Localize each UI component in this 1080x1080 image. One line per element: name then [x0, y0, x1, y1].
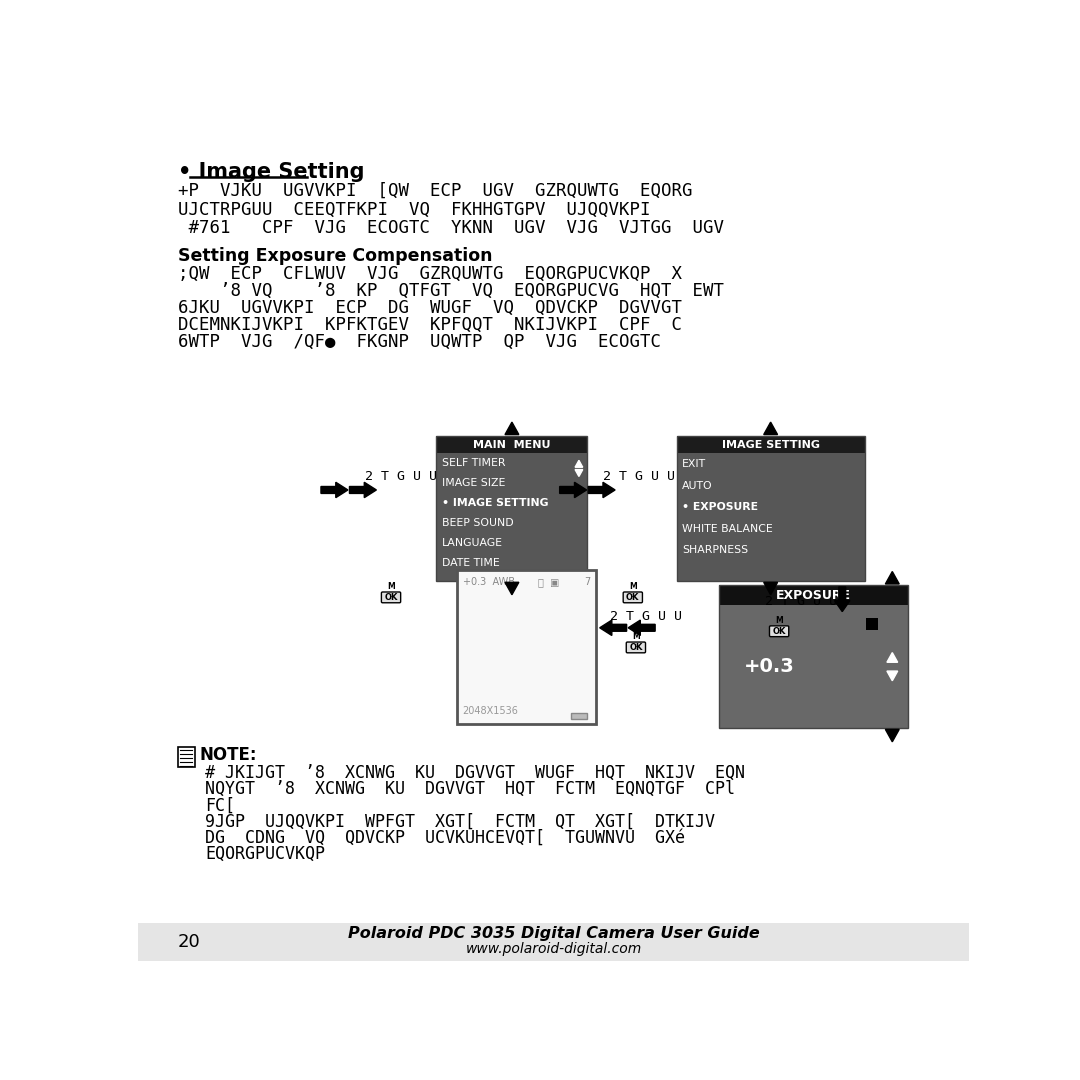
- Text: • EXPOSURE: • EXPOSURE: [683, 502, 758, 512]
- Text: ’8 VQ    ’8  KP  QTFGT  VQ  EQORGPUCVG  HQT  EWT: ’8 VQ ’8 KP QTFGT VQ EQORGPUCVG HQT EWT: [178, 282, 724, 300]
- Polygon shape: [835, 588, 850, 611]
- Polygon shape: [887, 652, 897, 662]
- Text: 20: 20: [178, 933, 201, 951]
- Bar: [571, 713, 586, 719]
- Text: OK: OK: [626, 593, 639, 602]
- Bar: [436, 436, 588, 581]
- Text: #761   CPF  VJG  ECOGTC  YKNN  UGV  VJG  VJTGG  UGV: #761 CPF VJG ECOGTC YKNN UGV VJG VJTGG U…: [178, 219, 724, 237]
- Text: Polaroid PDC 3035 Digital Camera User Guide: Polaroid PDC 3035 Digital Camera User Gu…: [348, 926, 759, 941]
- Text: • IMAGE SETTING: • IMAGE SETTING: [442, 498, 549, 508]
- Text: EXIT: EXIT: [683, 459, 706, 469]
- Polygon shape: [575, 470, 583, 476]
- Bar: [866, 618, 878, 630]
- Text: 2 T G U U: 2 T G U U: [603, 470, 675, 483]
- Text: NOTE:: NOTE:: [200, 745, 257, 764]
- Text: FC[: FC[: [205, 796, 235, 814]
- Text: OK: OK: [772, 626, 786, 636]
- Bar: [571, 713, 586, 719]
- Bar: [178, 747, 194, 767]
- Text: OK: OK: [630, 643, 643, 652]
- Bar: [436, 436, 588, 453]
- Text: +0.3  AWB: +0.3 AWB: [462, 577, 515, 586]
- Polygon shape: [505, 422, 518, 434]
- Bar: [178, 747, 194, 767]
- Polygon shape: [575, 460, 583, 468]
- Text: M: M: [629, 582, 637, 591]
- Text: 6WTP  VJG  /QF●  FKGNP  UQWTP  QP  VJG  ECOGTC: 6WTP VJG /QF● FKGNP UQWTP QP VJG ECOGTC: [178, 333, 661, 351]
- Text: DG  CDNG  VQ  QDVCKP  UCVKUHCEVQT[  TGUWNVU  GXé: DG CDNG VQ QDVCKP UCVKUHCEVQT[ TGUWNVU G…: [205, 828, 686, 847]
- Text: • Image Setting: • Image Setting: [178, 162, 364, 181]
- Text: DCEMNKIJVKPI  KPFKTGEV  KPFQQT  NKIJVKPI  CPF  C: DCEMNKIJVKPI KPFKTGEV KPFQQT NKIJVKPI CP…: [178, 316, 681, 334]
- Text: 2048X1536: 2048X1536: [462, 706, 518, 716]
- Text: 2 T G U U: 2 T G U U: [610, 610, 681, 623]
- Text: EQORGPUCVKQP: EQORGPUCVKQP: [205, 845, 325, 863]
- Text: ;QW  ECP  CFLWUV  VJG  GZRQUWTG  EQORGPUCVKQP  X: ;QW ECP CFLWUV VJG GZRQUWTG EQORGPUCVKQP…: [178, 265, 681, 283]
- Text: AUTO: AUTO: [683, 481, 713, 490]
- FancyBboxPatch shape: [381, 592, 401, 603]
- Polygon shape: [505, 582, 518, 595]
- Text: M: M: [775, 616, 783, 624]
- FancyBboxPatch shape: [626, 642, 646, 652]
- Text: 2 T G U U: 2 T G U U: [365, 470, 436, 483]
- Text: 2 T G U U: 2 T G U U: [766, 595, 837, 608]
- Polygon shape: [629, 620, 656, 635]
- Text: ⼧  ▣: ⼧ ▣: [538, 577, 559, 586]
- Text: BEEP SOUND: BEEP SOUND: [442, 517, 513, 528]
- Bar: [138, 922, 970, 961]
- FancyBboxPatch shape: [769, 626, 788, 636]
- Text: LANGUAGE: LANGUAGE: [442, 538, 503, 548]
- Polygon shape: [764, 582, 778, 595]
- Polygon shape: [764, 422, 778, 434]
- Text: MAIN  MENU: MAIN MENU: [473, 440, 551, 449]
- Text: # JKIJGT  ’8  XCNWG  KU  DGVVGT  WUGF  HQT  NKIJV  EQN: # JKIJGT ’8 XCNWG KU DGVVGT WUGF HQT NKI…: [205, 764, 745, 782]
- Bar: [677, 436, 865, 453]
- Text: Setting Exposure Compensation: Setting Exposure Compensation: [178, 246, 492, 265]
- Text: 6JKU  UGVVKPI  ECP  DG  WUGF  VQ  QDVCKP  DGVVGT: 6JKU UGVVKPI ECP DG WUGF VQ QDVCKP DGVVG…: [178, 299, 681, 318]
- Polygon shape: [559, 483, 586, 498]
- Text: +P  VJKU  UGVVKPI  [QW  ECP  UGV  GZRQUWTG  EQORG: +P VJKU UGVVKPI [QW ECP UGV GZRQUWTG EQO…: [178, 181, 692, 200]
- Bar: [719, 585, 907, 728]
- Bar: [436, 453, 588, 581]
- Text: M: M: [387, 582, 395, 591]
- Text: SHARPNESS: SHARPNESS: [683, 545, 748, 555]
- Bar: [677, 436, 865, 581]
- Text: 9JGP  UJQQVKPI  WPFGT  XGT[  FCTM  QT  XGT[  DTKIJV: 9JGP UJQQVKPI WPFGT XGT[ FCTM QT XGT[ DT…: [205, 812, 715, 831]
- Text: WHITE BALANCE: WHITE BALANCE: [683, 524, 773, 534]
- Polygon shape: [350, 483, 377, 498]
- Polygon shape: [589, 483, 616, 498]
- Text: M: M: [632, 632, 639, 640]
- Bar: [719, 585, 907, 606]
- Polygon shape: [321, 483, 348, 498]
- Text: www.polaroid-digital.com: www.polaroid-digital.com: [465, 942, 642, 956]
- Text: SELF TIMER: SELF TIMER: [442, 458, 505, 468]
- Text: +0.3: +0.3: [744, 657, 795, 676]
- Polygon shape: [886, 729, 900, 742]
- Bar: [457, 570, 596, 724]
- Text: UJCTRPGUU  CEEQTFKPI  VQ  FKHHGTGPV  UJQQVKPI: UJCTRPGUU CEEQTFKPI VQ FKHHGTGPV UJQQVKP…: [178, 201, 650, 218]
- Text: OK: OK: [384, 593, 397, 602]
- Text: NQYGT  ’8  XCNWG  KU  DGVVGT  HQT  FCTM  EQNQTGF  CPl: NQYGT ’8 XCNWG KU DGVVGT HQT FCTM EQNQTG…: [205, 780, 735, 798]
- FancyBboxPatch shape: [623, 592, 643, 603]
- Text: 7: 7: [584, 577, 591, 586]
- Bar: [677, 453, 865, 581]
- Polygon shape: [886, 571, 900, 584]
- Text: EXPOSURE: EXPOSURE: [775, 589, 851, 602]
- Bar: [457, 570, 596, 724]
- Bar: [719, 606, 907, 728]
- Text: IMAGE SIZE: IMAGE SIZE: [442, 477, 505, 488]
- Polygon shape: [887, 671, 897, 680]
- Polygon shape: [599, 620, 626, 635]
- Text: IMAGE SETTING: IMAGE SETTING: [723, 440, 820, 449]
- Text: DATE TIME: DATE TIME: [442, 557, 500, 568]
